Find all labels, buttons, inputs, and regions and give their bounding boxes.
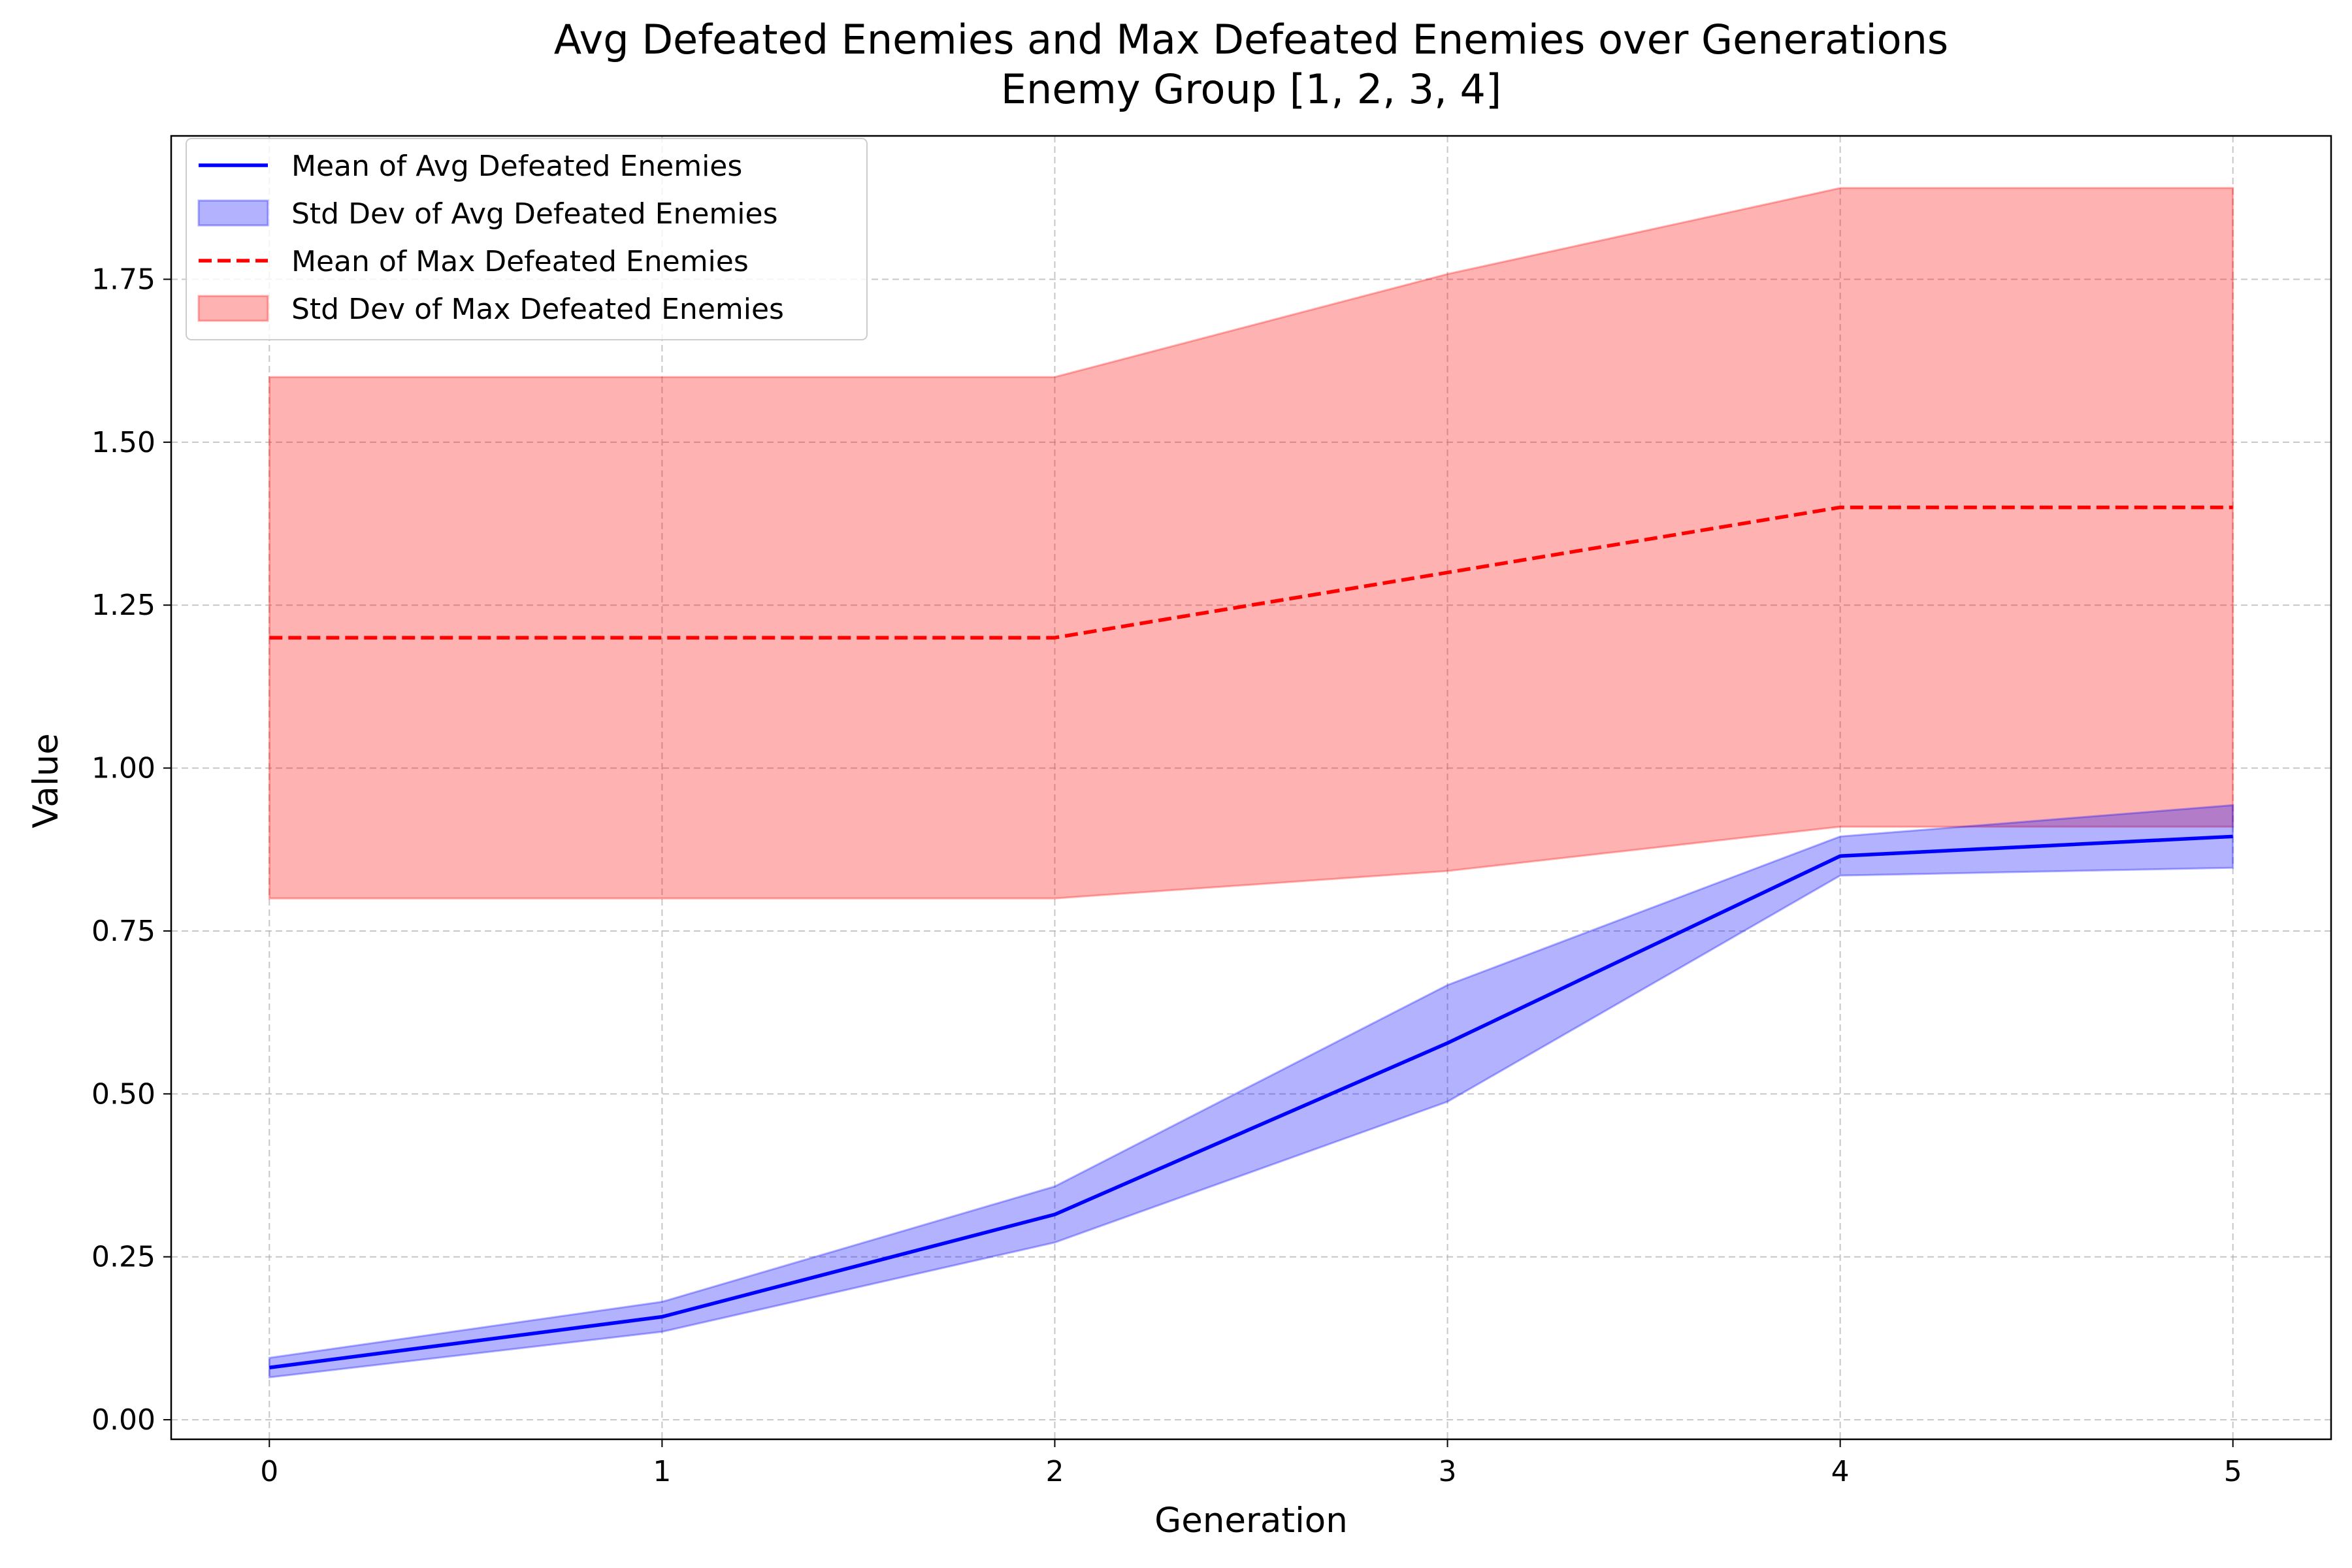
legend-box: [186, 138, 868, 340]
y-tick-label: 0.75: [91, 915, 155, 948]
y-tick-label: 1.25: [91, 589, 155, 622]
plot-frame: [170, 135, 2332, 1441]
legend-label: Mean of Avg Defeated Enemies: [291, 150, 742, 183]
band-avg-std-dev: [268, 804, 2234, 1379]
x-tick-label: 3: [1439, 1455, 1457, 1488]
chart-title-line-2: Enemy Group [1, 2, 3, 4]: [1001, 65, 1501, 113]
legend-band-swatch: [197, 295, 269, 322]
legend-label: Mean of Max Defeated Enemies: [291, 245, 749, 278]
x-axis-label: Generation: [1154, 1501, 1348, 1541]
y-tick-label: 1.75: [91, 263, 155, 296]
ticks: 0 1 2 3 4 5 0.00 0.25 0.50 0.75 1.00 1.25 1.50 1.75: [91, 263, 2242, 1488]
legend-label: Std Dev of Avg Defeated Enemies: [291, 197, 778, 231]
y-tick-label: 0.50: [91, 1077, 155, 1111]
band-max-std-dev: [268, 187, 2234, 900]
chart-title-line-1: Avg Defeated Enemies and Max Defeated En…: [554, 16, 1948, 63]
y-tick-label: 1.50: [91, 426, 155, 459]
grid: [171, 136, 2331, 1439]
y-axis-label: Value: [26, 733, 66, 828]
x-tick-label: 1: [653, 1455, 671, 1488]
x-tick-label: 4: [1831, 1455, 1850, 1488]
lines: [269, 505, 2233, 1370]
line-max-mean: [269, 505, 2233, 640]
legend-label: Std Dev of Max Defeated Enemies: [291, 293, 784, 326]
x-tick-label: 0: [260, 1455, 278, 1488]
y-tick-label: 1.00: [91, 752, 155, 785]
legend: Mean of Avg Defeated Enemies Std Dev of A…: [186, 138, 868, 340]
y-tick-label: 0.00: [91, 1403, 155, 1437]
legend-band-swatch: [197, 199, 269, 227]
line-avg-mean: [269, 834, 2233, 1370]
x-tick-label: 2: [1045, 1455, 1064, 1488]
y-tick-label: 0.25: [91, 1241, 155, 1274]
x-tick-label: 5: [2224, 1455, 2242, 1488]
bands: [268, 187, 2234, 1379]
